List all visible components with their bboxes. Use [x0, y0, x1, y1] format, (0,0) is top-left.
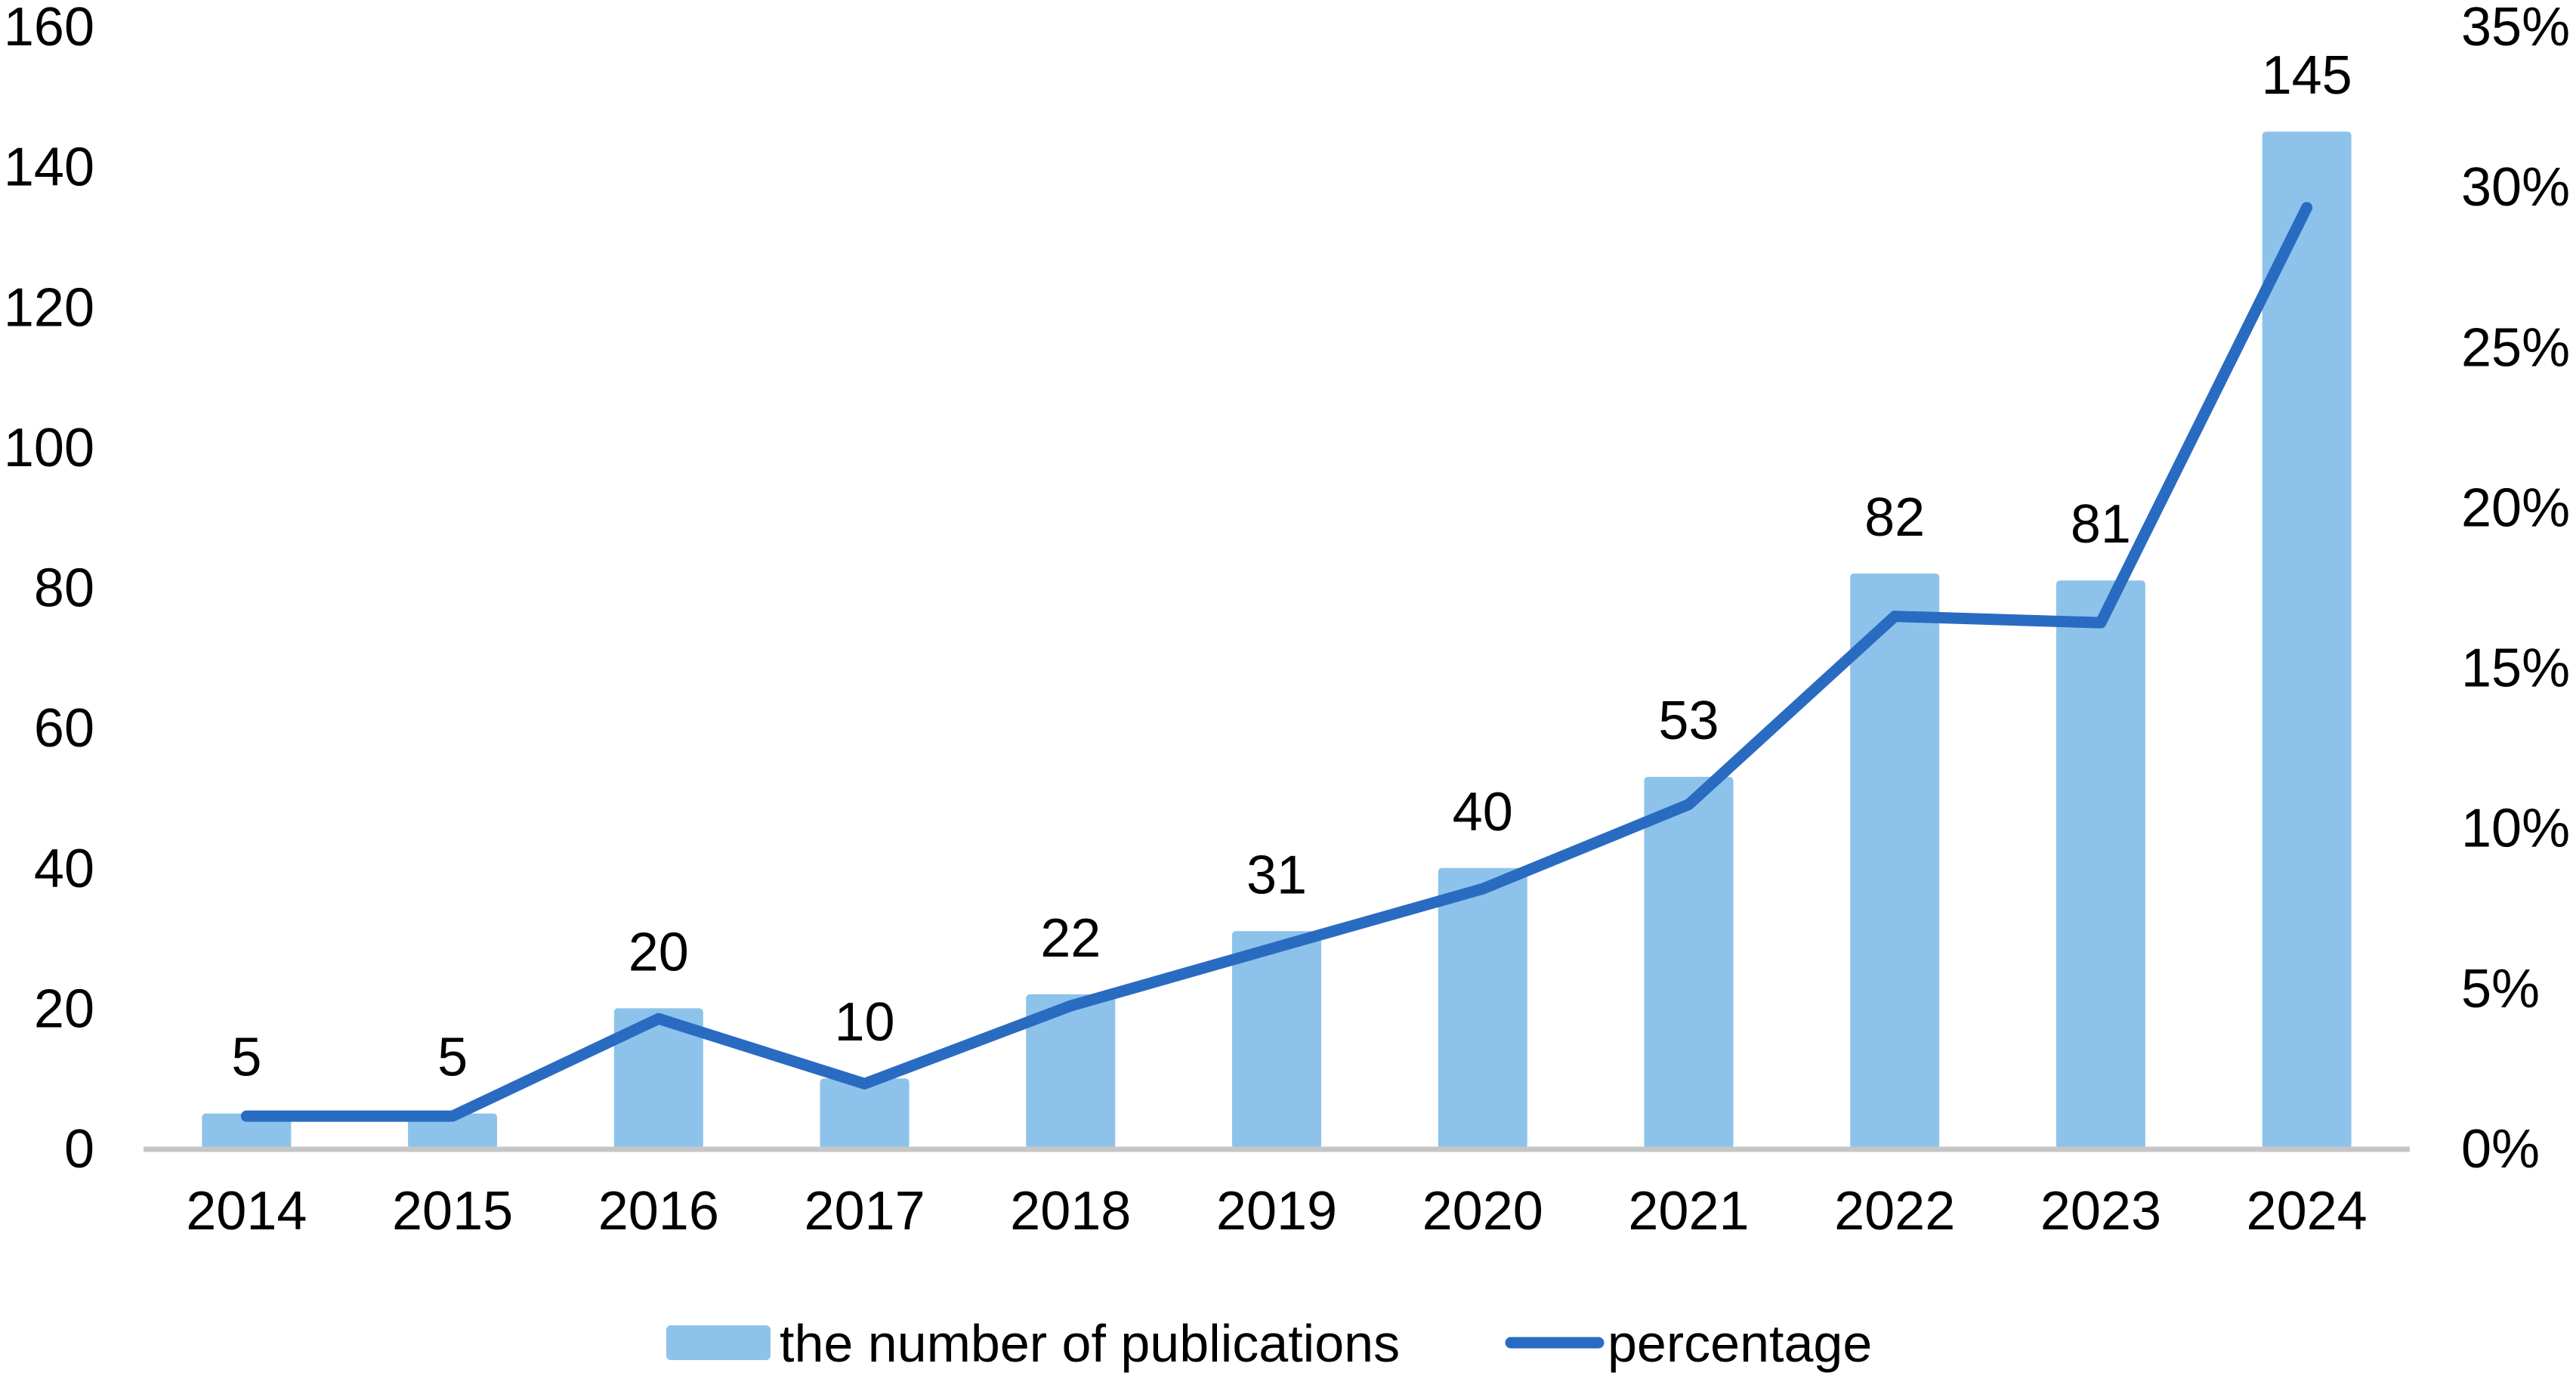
category-label: 2023 — [2040, 1181, 2161, 1241]
publications-bars-group — [202, 131, 2352, 1149]
left-axis-tick-label: 140 — [4, 138, 94, 198]
category-label: 2017 — [804, 1181, 925, 1241]
category-label: 2020 — [1422, 1181, 1543, 1241]
bar-value-label: 22 — [1040, 908, 1101, 969]
left-axis-tick-label: 60 — [34, 698, 94, 759]
bar-2024 — [2262, 131, 2352, 1149]
right-axis-tick-label: 35% — [2461, 0, 2570, 57]
left-axis-tick-label: 100 — [4, 418, 94, 478]
bar-value-label: 10 — [834, 992, 894, 1053]
left-axis-tick-label: 160 — [4, 0, 94, 57]
bar-2018 — [1026, 994, 1116, 1149]
left-axis-tick-label: 40 — [34, 839, 94, 899]
left-axis-tick-label: 120 — [4, 277, 94, 338]
bar-2016 — [613, 1008, 703, 1149]
bar-value-label: 31 — [1246, 845, 1307, 905]
category-label: 2021 — [1628, 1181, 1749, 1241]
bar-2022 — [1850, 573, 1940, 1149]
bar-2020 — [1438, 867, 1527, 1149]
bar-value-label: 40 — [1453, 782, 1513, 842]
category-label: 2018 — [1010, 1181, 1131, 1241]
legend: the number of publications percentage — [666, 1314, 1872, 1373]
left-axis-tick-label: 0 — [64, 1119, 94, 1179]
left-axis-tick-label: 80 — [34, 558, 94, 619]
bar-value-label: 5 — [231, 1028, 261, 1088]
category-label: 2016 — [598, 1181, 719, 1241]
left-axis-tick-labels: 0 20 40 60 80 100 120 140 160 — [4, 0, 94, 1179]
right-axis-tick-labels: 0% 5% 10% 15% 20% 25% 30% 35% — [2461, 0, 2570, 1179]
category-label: 2024 — [2247, 1181, 2368, 1241]
bar-value-label: 145 — [2262, 45, 2352, 106]
category-label: 2014 — [186, 1181, 307, 1241]
category-label: 2022 — [1834, 1181, 1955, 1241]
right-axis-tick-label: 15% — [2461, 638, 2570, 699]
legend-bar-label: the number of publications — [780, 1314, 1400, 1373]
percentage-line — [240, 202, 2313, 1122]
left-axis-tick-label: 20 — [34, 979, 94, 1039]
right-axis-tick-label: 10% — [2461, 799, 2570, 859]
bar-2019 — [1232, 931, 1321, 1149]
bar-value-labels: 5 5 20 10 22 31 40 53 82 81 145 — [231, 45, 2352, 1087]
right-axis-tick-label: 5% — [2461, 959, 2540, 1019]
bar-2014 — [202, 1113, 292, 1149]
right-axis-tick-label: 20% — [2461, 478, 2570, 538]
bar-value-label: 82 — [1864, 487, 1925, 548]
right-axis-tick-label: 25% — [2461, 317, 2570, 378]
category-label: 2015 — [392, 1181, 513, 1241]
right-axis-tick-label: 30% — [2461, 157, 2570, 218]
legend-bar-swatch-icon — [666, 1325, 771, 1360]
bar-2021 — [1644, 777, 1734, 1149]
bar-value-label: 53 — [1658, 691, 1719, 751]
bar-value-label: 5 — [437, 1028, 468, 1088]
bar-value-label: 81 — [2071, 494, 2131, 555]
bar-2015 — [408, 1113, 498, 1149]
bar-2023 — [2056, 580, 2145, 1149]
x-axis-category-labels: 2014 2015 2016 2017 2018 2019 2020 2021 2022 2023… — [186, 1181, 2367, 1241]
legend-line-label: percentage — [1608, 1314, 1872, 1373]
bar-value-label: 20 — [629, 922, 689, 982]
right-axis-tick-label: 0% — [2461, 1119, 2540, 1179]
bar-2017 — [820, 1078, 910, 1149]
category-label: 2019 — [1216, 1181, 1337, 1241]
